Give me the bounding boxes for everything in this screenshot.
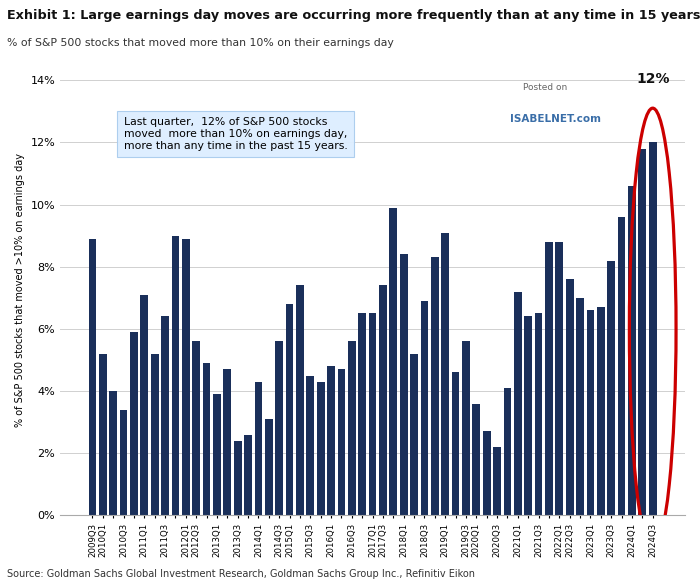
Bar xyxy=(473,404,480,516)
Bar xyxy=(494,447,501,516)
Text: Last quarter,  12% of S&P 500 stocks
moved  more than 10% on earnings day,
more : Last quarter, 12% of S&P 500 stocks move… xyxy=(124,117,347,151)
Bar xyxy=(255,382,262,516)
Bar xyxy=(172,235,179,516)
Bar xyxy=(203,363,211,516)
Bar xyxy=(265,419,273,516)
Bar xyxy=(337,369,345,516)
Bar xyxy=(400,254,407,516)
Bar xyxy=(389,208,397,516)
Bar xyxy=(99,354,106,516)
Bar xyxy=(275,341,283,516)
Text: Posted on: Posted on xyxy=(522,83,567,92)
Bar xyxy=(638,148,646,516)
Bar xyxy=(462,341,470,516)
Bar xyxy=(141,295,148,516)
Bar xyxy=(286,304,293,516)
Bar xyxy=(234,441,241,516)
Text: Source: Goldman Sachs Global Investment Research, Goldman Sachs Group Inc., Refi: Source: Goldman Sachs Global Investment … xyxy=(7,569,475,579)
Bar xyxy=(161,317,169,516)
Bar xyxy=(358,314,366,516)
Text: Exhibit 1: Large earnings day moves are occurring more frequently than at any ti: Exhibit 1: Large earnings day moves are … xyxy=(7,9,700,22)
Bar xyxy=(524,317,532,516)
Text: 12%: 12% xyxy=(636,72,669,86)
Bar xyxy=(109,391,117,516)
Bar xyxy=(576,298,584,516)
Bar xyxy=(348,341,356,516)
Bar xyxy=(431,258,439,516)
Bar xyxy=(223,369,231,516)
Bar xyxy=(452,373,459,516)
Bar xyxy=(296,286,304,516)
Bar xyxy=(213,394,220,516)
Bar xyxy=(545,242,553,516)
Bar xyxy=(483,432,491,516)
Bar xyxy=(130,332,138,516)
Bar xyxy=(608,260,615,516)
Bar xyxy=(566,279,573,516)
Bar xyxy=(617,217,626,516)
Bar xyxy=(182,239,190,516)
Bar xyxy=(649,142,657,516)
Text: ISABELNET.com: ISABELNET.com xyxy=(510,114,601,124)
Bar xyxy=(535,314,542,516)
Bar xyxy=(307,376,314,516)
Bar xyxy=(514,291,522,516)
Bar xyxy=(555,242,564,516)
Bar xyxy=(244,434,252,516)
Bar xyxy=(503,388,511,516)
Bar xyxy=(327,366,335,516)
Bar xyxy=(379,286,387,516)
Bar xyxy=(628,186,636,516)
Text: % of S&P 500 stocks that moved more than 10% on their earnings day: % of S&P 500 stocks that moved more than… xyxy=(7,38,393,48)
Bar xyxy=(89,239,97,516)
Bar xyxy=(193,341,200,516)
Bar xyxy=(421,301,428,516)
Bar xyxy=(150,354,159,516)
Bar xyxy=(597,307,605,516)
Bar xyxy=(410,354,418,516)
Y-axis label: % of S&P 500 stocks that moved >10% on earnings day: % of S&P 500 stocks that moved >10% on e… xyxy=(15,153,25,427)
Bar xyxy=(587,310,594,516)
Bar xyxy=(441,232,449,516)
Bar xyxy=(317,382,325,516)
Bar xyxy=(120,410,127,516)
Bar xyxy=(369,314,377,516)
